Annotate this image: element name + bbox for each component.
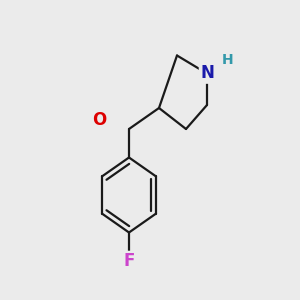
Text: O: O [92, 111, 106, 129]
Text: F: F [123, 252, 135, 270]
Text: H: H [222, 53, 234, 67]
Text: N: N [200, 64, 214, 82]
